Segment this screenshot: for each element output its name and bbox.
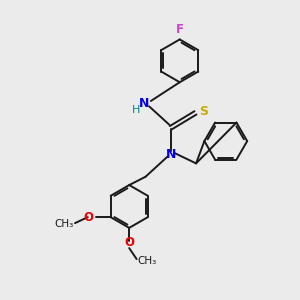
Text: F: F <box>176 23 184 36</box>
Text: H: H <box>132 105 140 115</box>
Text: S: S <box>199 105 208 118</box>
Text: N: N <box>139 98 149 110</box>
Text: CH₃: CH₃ <box>54 219 74 229</box>
Text: O: O <box>124 236 134 249</box>
Text: CH₃: CH₃ <box>137 256 157 266</box>
Text: N: N <box>166 148 176 161</box>
Text: O: O <box>84 211 94 224</box>
